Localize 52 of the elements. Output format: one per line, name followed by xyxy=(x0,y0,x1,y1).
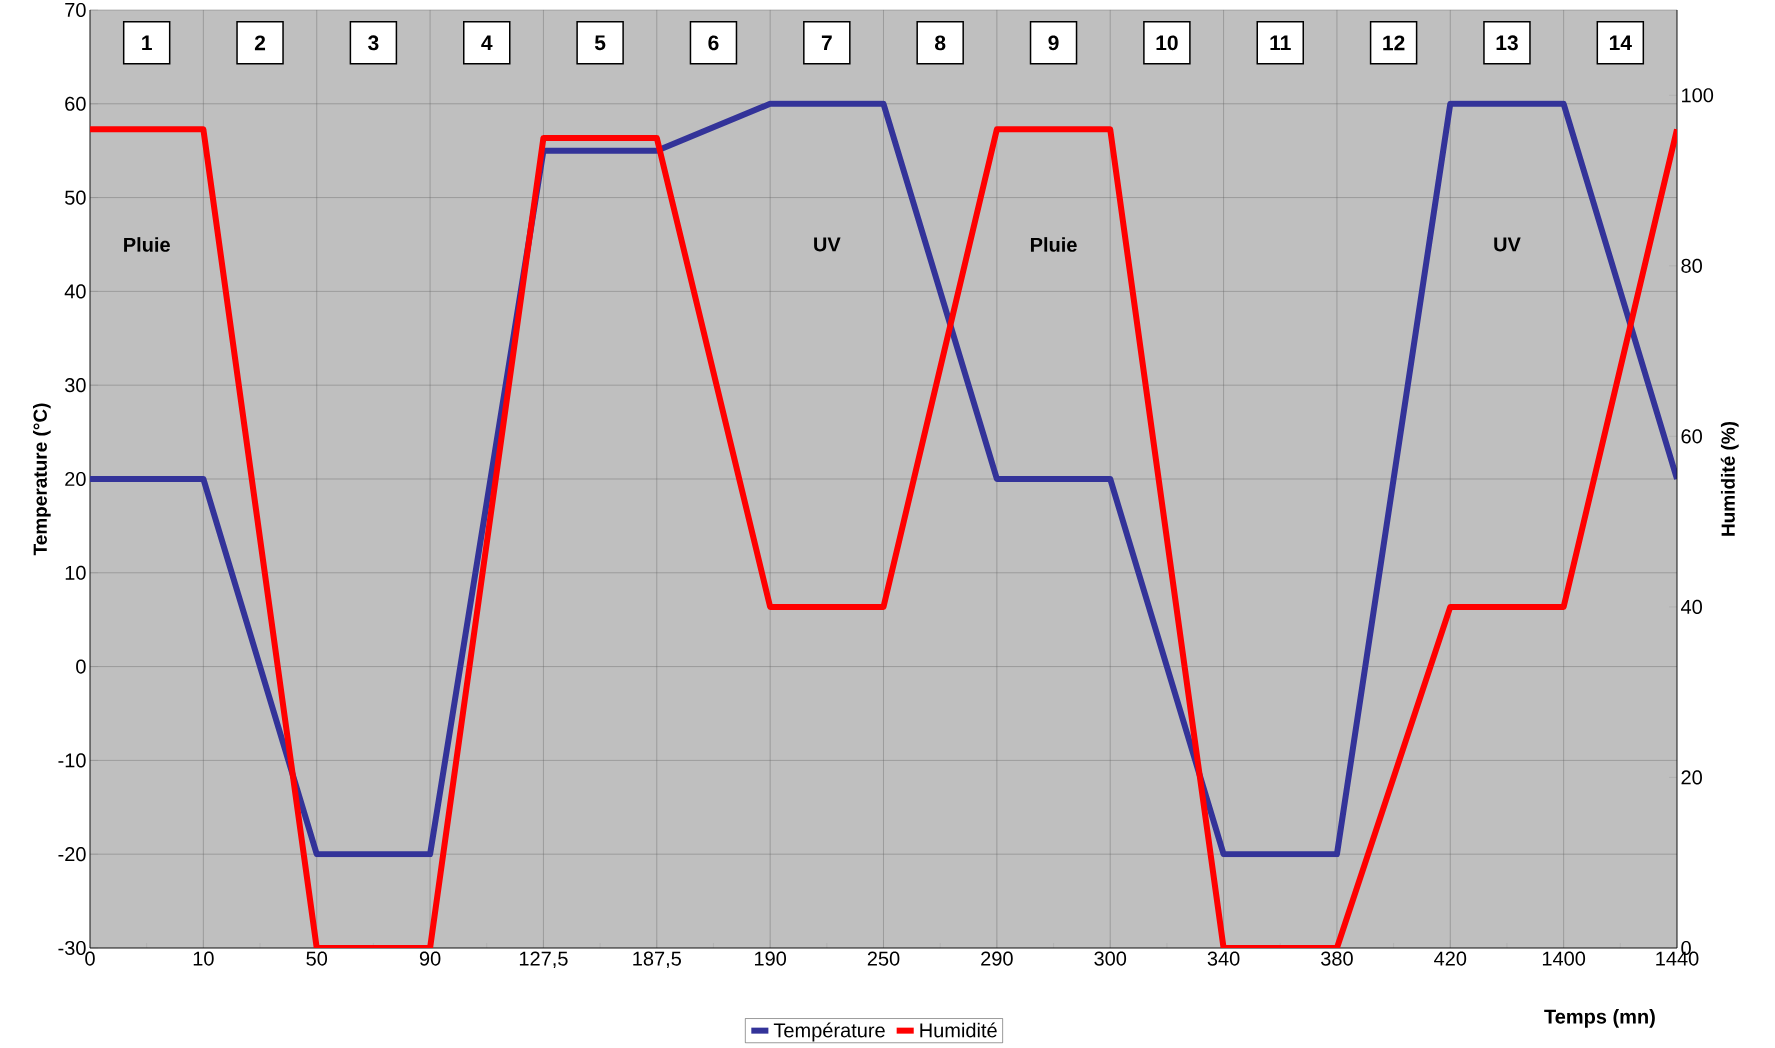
x-tick-label: 340 xyxy=(1207,951,1240,966)
annotation: 9 xyxy=(1048,35,1059,51)
y-tick-label: -20 xyxy=(58,847,86,862)
y-tick-label: 10 xyxy=(65,565,86,580)
x-tick-label: 1400 xyxy=(1542,951,1586,966)
x-tick-label: 90 xyxy=(419,951,441,966)
annotation: 6 xyxy=(708,35,719,51)
annotation: 13 xyxy=(1496,35,1518,51)
annotation: 4 xyxy=(481,35,493,51)
annotation: 5 xyxy=(594,35,606,51)
legend-label: Température xyxy=(773,1022,885,1042)
y2-tick-label: 100 xyxy=(1682,88,1714,103)
legend-label: Humidité xyxy=(920,1022,997,1038)
x-tick-label: 50 xyxy=(306,951,328,966)
x-tick-label: 10 xyxy=(193,951,214,966)
x-tick-label: 420 xyxy=(1434,951,1467,966)
y-axis-title: Temperature (°C) xyxy=(32,403,51,556)
y2-tick-label: 60 xyxy=(1681,429,1702,444)
y-tick-label: 20 xyxy=(65,471,86,487)
annotation: UV xyxy=(1494,237,1521,252)
x-tick-label: 187,5 xyxy=(633,951,681,969)
x-tick-label: 250 xyxy=(867,951,900,966)
y-tick-label: 50 xyxy=(65,190,86,205)
annotation: 12 xyxy=(1383,35,1405,51)
y2-axis-title: Humidité (%) xyxy=(1720,421,1739,536)
annotation: 3 xyxy=(368,35,379,51)
x-tick-label: 290 xyxy=(981,951,1013,966)
annotation: 1 xyxy=(142,35,152,51)
annotation: 2 xyxy=(254,35,266,51)
y2-tick-label: 20 xyxy=(1681,770,1702,785)
y-tick-label: -30 xyxy=(58,940,86,956)
annotation: 8 xyxy=(935,35,946,51)
y-tick-label: 70 xyxy=(65,2,86,18)
y-tick-label: 0 xyxy=(76,659,86,674)
annotation: 14 xyxy=(1609,35,1632,51)
annotation: 11 xyxy=(1270,35,1291,51)
annotation: Pluie xyxy=(124,237,170,252)
annotation: Pluie xyxy=(1030,237,1077,252)
annotation: UV xyxy=(814,237,841,252)
y-tick-label: 40 xyxy=(64,284,86,299)
y2-tick-label: 80 xyxy=(1681,258,1702,273)
x-axis-title: Temps (mn) xyxy=(1544,1009,1655,1028)
x-tick-label: 127,5 xyxy=(519,951,568,969)
y-tick-label: 30 xyxy=(65,378,86,393)
y-tick-label: -10 xyxy=(58,753,86,768)
annotation: 10 xyxy=(1156,35,1178,51)
x-tick-label: 380 xyxy=(1321,951,1353,966)
y2-tick-label: 40 xyxy=(1680,599,1702,614)
annotation: 7 xyxy=(821,35,832,51)
x-tick-label: 300 xyxy=(1094,951,1127,966)
y-tick-label: 60 xyxy=(65,96,86,111)
x-tick-label: 190 xyxy=(754,951,787,966)
